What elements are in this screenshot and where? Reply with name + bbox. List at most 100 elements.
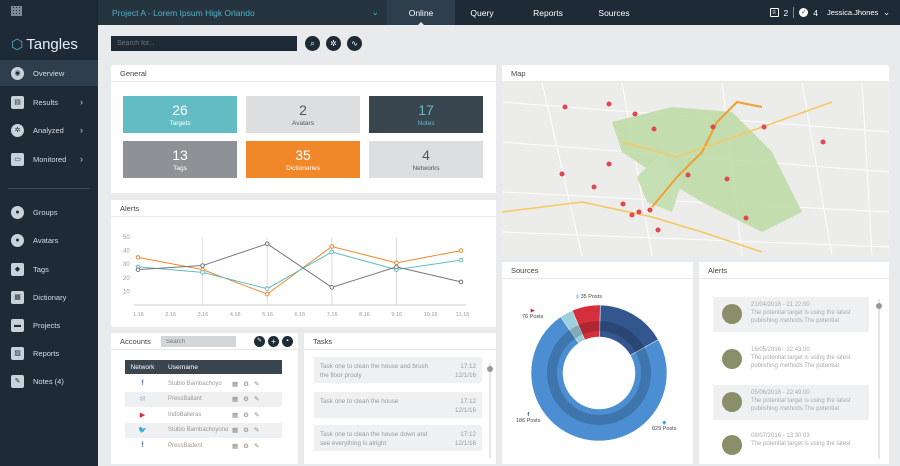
search-button[interactable]: ⌕	[305, 36, 320, 51]
stat-card[interactable]: 26 Targets	[123, 96, 237, 133]
x-tick-label: 8.16	[359, 312, 370, 318]
donut-slice[interactable]	[530, 316, 668, 442]
table-row[interactable]: 🐦 Stubio Bambachoyono ▦ ⚙ ✎	[125, 422, 282, 438]
x-tick-label: 6.16	[295, 312, 306, 318]
data-point[interactable]	[329, 285, 335, 290]
stat-label: Notes	[417, 120, 435, 127]
scrollbar-thumb[interactable]	[876, 303, 882, 309]
donut-inner-ring	[547, 321, 651, 425]
task-item[interactable]: Task one to clean the house and brush th…	[314, 357, 482, 383]
task-item[interactable]: Task one to clean the house down and see…	[314, 425, 482, 451]
stat-card[interactable]: 17 Notes	[369, 96, 483, 133]
sidebar-item-groups[interactable]: ● Groups	[0, 199, 98, 225]
pencil-icon[interactable]: ✎	[253, 442, 260, 450]
sidebar-item-reports[interactable]: ▨ Reports	[0, 340, 98, 366]
accounts-search-input[interactable]	[161, 336, 236, 347]
stat-card[interactable]: 2 Avatars	[246, 96, 360, 133]
data-point[interactable]	[458, 248, 464, 253]
tab-online[interactable]: Online	[387, 0, 455, 26]
tab-query[interactable]: Query	[470, 7, 494, 18]
data-point[interactable]	[135, 255, 141, 260]
alert-item[interactable]: 08/07/2016 - 13:30:03 The potential targe…	[713, 428, 869, 463]
stat-label: Networks	[412, 165, 440, 172]
alert-item[interactable]: 16/05/2016 - 22:43:00 The potential targe…	[713, 342, 869, 377]
pencil-icon[interactable]: ✎	[253, 396, 260, 403]
stat-card[interactable]: 35 Dictionaries	[246, 141, 360, 178]
task-item[interactable]: Task one to clean the house 17:12 12/1/16	[314, 392, 482, 418]
check-icon[interactable]: ✓	[799, 8, 809, 17]
sidebar-item-monitored[interactable]: ▭ Monitored ›	[0, 146, 98, 172]
edit-button[interactable]: ✎	[254, 336, 265, 347]
data-point[interactable]	[329, 244, 335, 249]
table-row[interactable]: f PressBadent ▦ ⚙ ✎	[125, 438, 282, 453]
logo[interactable]: ⬡ Tangles	[11, 36, 78, 53]
sidebar-item-analyzed[interactable]: ✲ Analyzed ›	[0, 117, 98, 143]
sidebar-item-overview[interactable]: ◉ Overview	[0, 60, 98, 86]
table-row[interactable]: f Stubio Bambachoyo ▦ ⚙ ✎	[125, 376, 282, 391]
slice-label-rss: ▮ 35 Posts	[576, 294, 602, 300]
tab-sources[interactable]: Sources	[598, 7, 630, 18]
sidebar-item-notes[interactable]: ✎ Notes (4)	[0, 368, 98, 394]
scrollbar-track[interactable]	[489, 363, 491, 458]
data-point[interactable]	[264, 291, 270, 297]
chart-button[interactable]: ∿	[347, 36, 362, 51]
gear-icon[interactable]: ⚙	[243, 411, 249, 419]
calendar-icon[interactable]: ▦	[232, 442, 239, 450]
data-point[interactable]	[200, 270, 205, 275]
scrollbar-thumb[interactable]	[487, 366, 493, 372]
alert-item[interactable]: 21/04/2016 - 21:22:00 The potential targe…	[713, 297, 869, 332]
gear-icon[interactable]: ⚙	[243, 396, 249, 403]
calendar-icon[interactable]: ▦	[232, 411, 239, 419]
alert-item[interactable]: 05/06/2016 - 22:49:00 The potential targe…	[713, 385, 869, 420]
data-point[interactable]	[329, 249, 335, 255]
network-filter-button[interactable]: ✲	[326, 36, 341, 51]
gear-icon[interactable]: ⚙	[243, 427, 249, 434]
map-view[interactable]	[502, 82, 889, 256]
chevron-down-icon: ⌄	[371, 7, 379, 17]
sidebar-item-projects[interactable]: ▬ Projects	[0, 312, 98, 338]
gear-icon[interactable]: ⚙	[243, 380, 249, 388]
user-name[interactable]: Jessica.Jhones	[827, 8, 879, 17]
book-icon: ▦	[11, 290, 24, 304]
data-point[interactable]	[200, 263, 205, 268]
pencil-icon[interactable]: ✎	[253, 427, 260, 434]
search-input[interactable]	[111, 36, 297, 51]
data-point[interactable]	[394, 260, 399, 266]
pencil-icon[interactable]: ✎	[253, 380, 260, 388]
project-selector[interactable]: Project A - Lorem Ipsum Higk Orlando ⌄	[98, 0, 387, 25]
sidebar-item-results[interactable]: ▤ Results ›	[0, 89, 98, 115]
stat-label: Tags	[173, 165, 187, 172]
data-point[interactable]	[458, 257, 464, 263]
x-tick-label: 2.16	[165, 312, 176, 318]
sidebar-item-dictionary[interactable]: ▦ Dictionary	[0, 284, 98, 310]
calendar-icon[interactable]: ▦	[232, 380, 239, 388]
apps-grid-icon[interactable]	[11, 6, 22, 16]
table-row[interactable]: ▶ IndoBalleras ▦ ⚙ ✎	[125, 407, 282, 422]
pencil-icon[interactable]: ✎	[253, 411, 260, 419]
top-bar: Project A - Lorem Ipsum Higk Orlando ⌄ On…	[98, 0, 900, 26]
add-account-button[interactable]: +	[268, 336, 279, 347]
calendar-icon[interactable]: ▦	[232, 427, 239, 434]
slice-label-twitter: ◆ 829 Posts	[652, 420, 677, 432]
data-point[interactable]	[264, 286, 270, 291]
groups-icon: ●	[11, 205, 24, 219]
stat-card[interactable]: 13 Tags	[123, 141, 237, 178]
tab-reports[interactable]: Reports	[533, 7, 563, 18]
delete-button[interactable]: ▪	[282, 336, 293, 347]
gear-icon[interactable]: ⚙	[243, 442, 249, 450]
data-point[interactable]	[135, 267, 141, 272]
data-point[interactable]	[458, 279, 464, 285]
chevron-down-icon[interactable]: ⌄	[883, 8, 890, 17]
calendar-icon[interactable]: ▦	[232, 396, 239, 403]
sidebar-item-avatars[interactable]: ● Avatars	[0, 227, 98, 253]
sidebar-item-tags[interactable]: ◆ Tags	[0, 256, 98, 282]
table-row[interactable]: ✉ PressBallant ▦ ⚙ ✎	[125, 391, 282, 407]
notes-icon[interactable]: ≡	[769, 8, 779, 17]
data-point[interactable]	[394, 264, 399, 270]
stat-card[interactable]: 4 Networks	[369, 141, 483, 178]
alert-text: The potential target is using the latest…	[751, 398, 851, 412]
scrollbar-track[interactable]	[878, 299, 880, 459]
slice-label-youtube: ▶ 76 Posts	[522, 308, 544, 320]
data-point[interactable]	[264, 241, 270, 247]
facebook-icon: f	[527, 412, 530, 418]
